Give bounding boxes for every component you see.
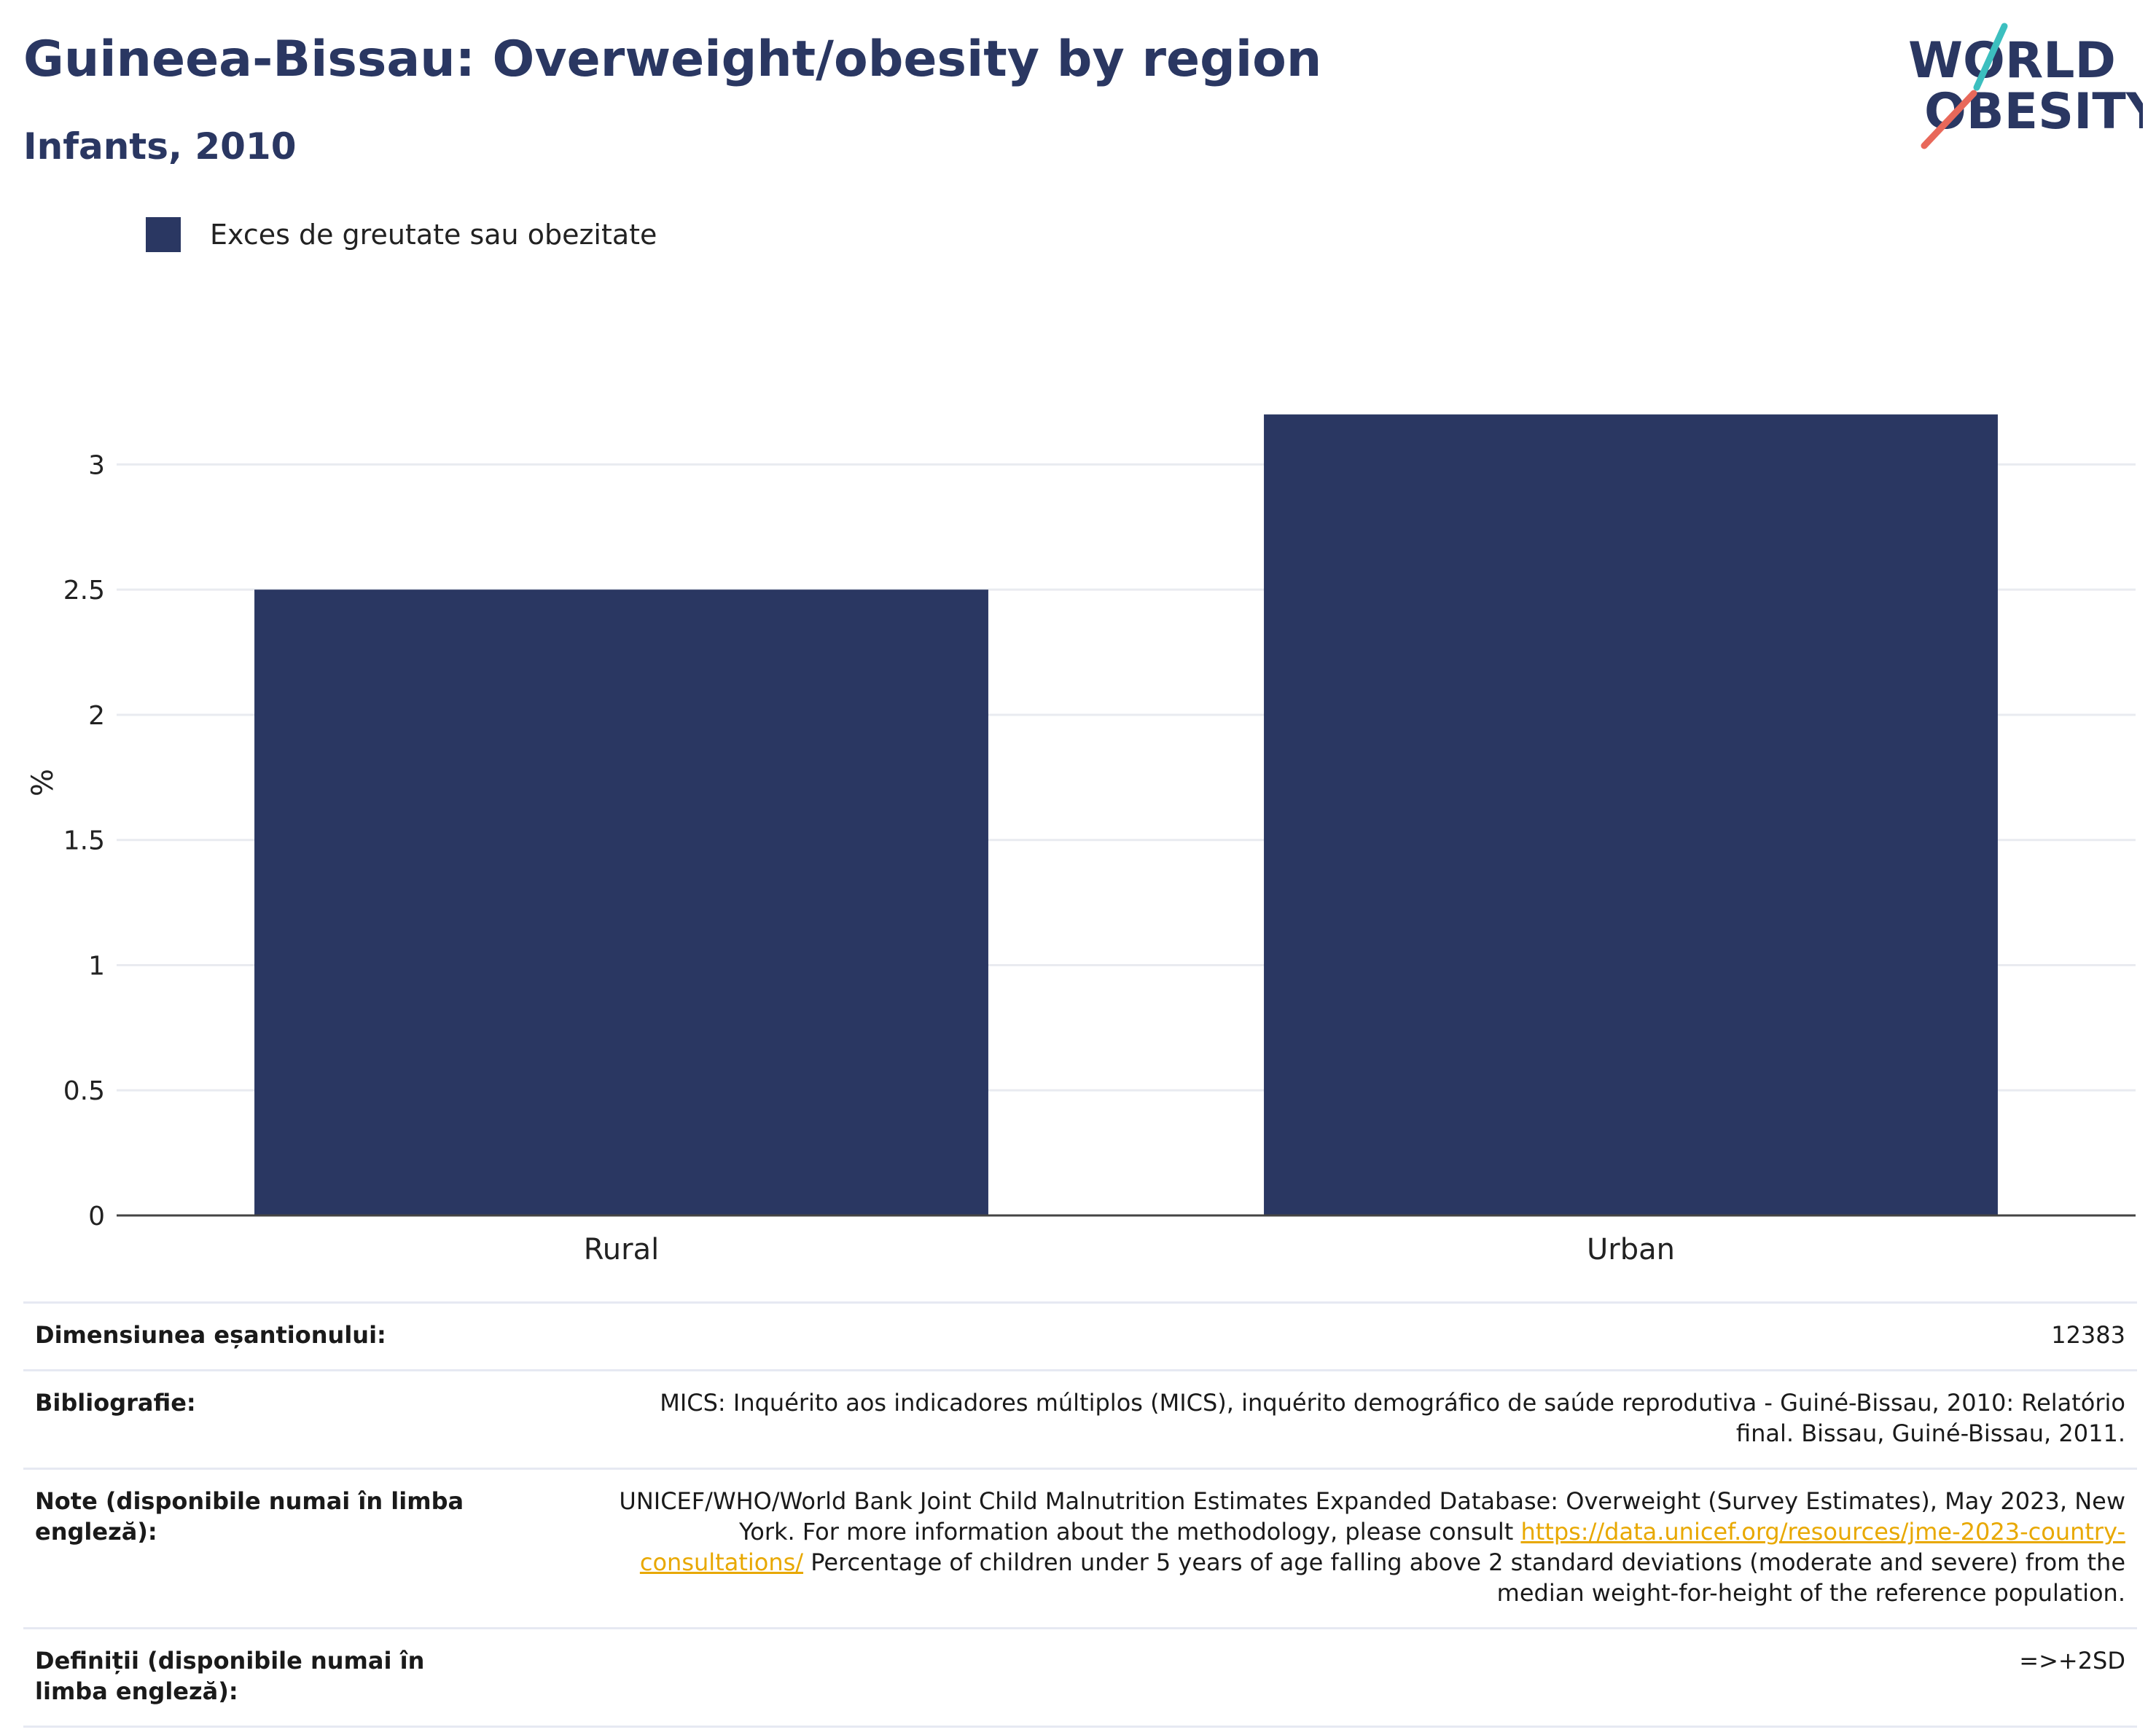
logo-slash-coral — [1921, 90, 1977, 149]
definitions-value: =>+2SD — [2019, 1647, 2125, 1675]
legend-label: Exces de greutate sau obezitate — [210, 219, 657, 251]
y-tick-label: 1 — [88, 951, 105, 981]
info-row-definitions: Definiții (disponibile numai în limba en… — [23, 1627, 2137, 1728]
bibliography-value: MICS: Inquérito aos indicadores múltiplo… — [660, 1389, 2125, 1447]
x-tick-label: Rural — [584, 1233, 659, 1266]
bibliography-label: Bibliografie: — [35, 1389, 196, 1417]
legend-swatch — [146, 217, 181, 252]
info-row-notes: Note (disponibile numai în limba engleză… — [23, 1468, 2137, 1627]
notes-link[interactable]: https://data.unicef.org/resources/jme-20… — [639, 1518, 2125, 1576]
notes-text-before: UNICEF/WHO/World Bank Joint Child Malnut… — [619, 1487, 2125, 1546]
notes-value: UNICEF/WHO/World Bank Joint Child Malnut… — [595, 1486, 2125, 1608]
logo-slash-teal — [1973, 23, 2008, 91]
bar-chart: 0 0.5 1 1.5 2 2.5 3% Rural Urban — [26, 414, 2136, 1266]
sample-size-value: 12383 — [2051, 1321, 2125, 1349]
y-tick-label: 0 — [88, 1202, 105, 1231]
y-tick-label: 2.5 — [63, 576, 105, 606]
x-tick-label: Urban — [1587, 1233, 1675, 1266]
y-tick-label: 1.5 — [63, 826, 105, 856]
page-title: Guineea-Bissau: Overweight/obesity by re… — [23, 31, 1322, 88]
bar-urban[interactable] — [1264, 414, 1998, 1216]
y-tick-label: 2 — [88, 701, 105, 731]
notes-label: Note (disponibile numai în limba engleză… — [35, 1487, 464, 1546]
chart-legend[interactable]: Exces de greutate sau obezitate — [146, 217, 657, 252]
definitions-label: Definiții (disponibile numai în limba en… — [35, 1647, 425, 1705]
sample-size-label: Dimensiunea eșantionului: — [35, 1321, 386, 1349]
logo-word-world: WORLD — [1908, 32, 2116, 90]
page-subtitle: Infants, 2010 — [23, 125, 297, 168]
world-obesity-logo: WORLD OBESITY — [1908, 23, 2143, 149]
y-tick-label: 0.5 — [63, 1076, 105, 1106]
notes-text-after: Percentage of children under 5 years of … — [803, 1548, 2125, 1607]
y-axis-label: % — [26, 769, 60, 796]
info-row-bibliography: Bibliografie: MICS: Inquérito aos indica… — [23, 1369, 2137, 1468]
bar-rural[interactable] — [254, 590, 988, 1215]
info-row-sample: Dimensiunea eșantionului: 12383 — [23, 1301, 2137, 1369]
y-tick-label: 3 — [88, 450, 105, 480]
info-table: Dimensiunea eșantionului: 12383 Bibliogr… — [23, 1301, 2137, 1728]
